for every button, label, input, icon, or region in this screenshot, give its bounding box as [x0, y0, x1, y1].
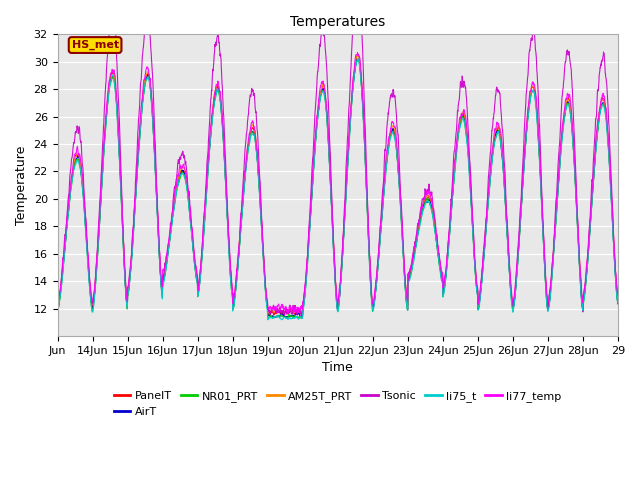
Title: Temperatures: Temperatures — [290, 15, 385, 29]
Y-axis label: Temperature: Temperature — [15, 145, 28, 225]
Legend: PanelT, AirT, NR01_PRT, AM25T_PRT, Tsonic, li75_t, li77_temp: PanelT, AirT, NR01_PRT, AM25T_PRT, Tsoni… — [109, 387, 566, 421]
Text: HS_met: HS_met — [72, 40, 118, 50]
X-axis label: Time: Time — [323, 361, 353, 374]
